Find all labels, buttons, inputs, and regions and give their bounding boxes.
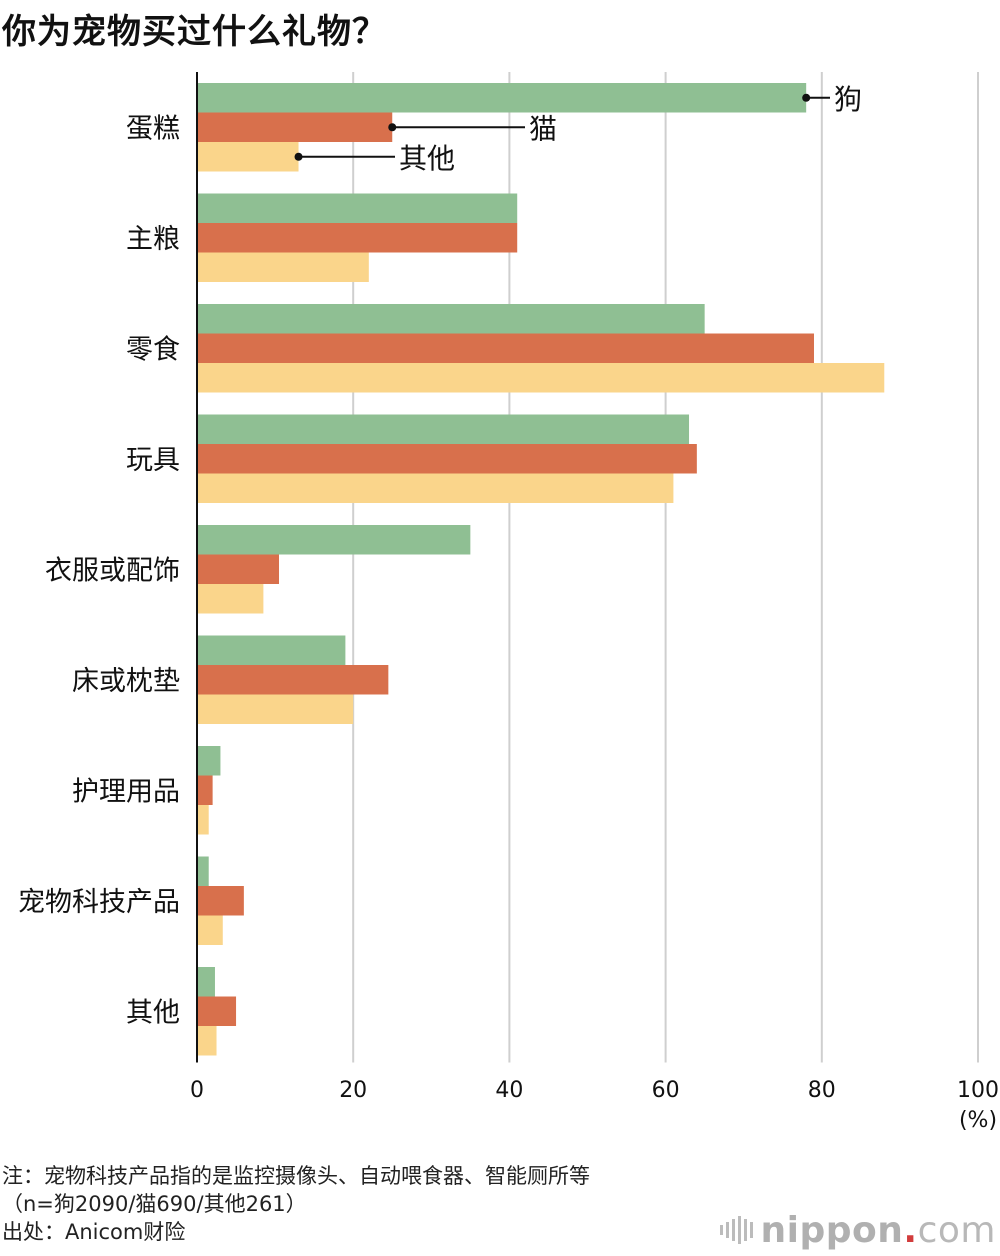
bar-3-2 [197, 473, 674, 503]
bar-5-2 [197, 694, 354, 724]
category-label: 主粮 [126, 224, 180, 255]
note-text: 注：宠物科技产品指的是监控摄像头、自动喂食器、智能厕所等 [2, 1164, 590, 1188]
bar-6-0 [197, 746, 221, 776]
bar-0-0 [197, 83, 807, 113]
bar-2-1 [197, 333, 814, 363]
bar-3-1 [197, 444, 697, 474]
logo-main: nippon [760, 1209, 904, 1251]
x-tick-label: 40 [495, 1078, 523, 1103]
bar-6-1 [197, 775, 213, 805]
x-tick-label: 0 [190, 1078, 204, 1103]
bar-5-0 [197, 635, 346, 665]
bar-5-1 [197, 665, 389, 695]
legend-dot [294, 152, 303, 161]
chart-title: 你为宠物买过什么礼物？ [2, 12, 387, 52]
bar-7-0 [197, 856, 209, 886]
bar-1-1 [197, 223, 518, 253]
bar-2-0 [197, 304, 705, 334]
logo-bars-icon [719, 1216, 753, 1244]
bar-8-1 [197, 996, 237, 1026]
legend-label: 狗 [834, 83, 862, 116]
legend-dot [388, 123, 397, 132]
bar-4-0 [197, 525, 471, 555]
bar-7-1 [197, 886, 244, 916]
legend-label: 其他 [399, 142, 455, 175]
source-text: 出处：Anicom财险 [2, 1220, 186, 1244]
bar-1-0 [197, 193, 518, 223]
bar-8-0 [197, 967, 215, 997]
bar-0-1 [197, 112, 393, 142]
legend-dot [802, 93, 811, 102]
sample-size-text: （n=狗2090/猫690/其他261） [2, 1192, 307, 1216]
category-label: 床或枕垫 [72, 666, 180, 697]
category-label: 其他 [126, 997, 180, 1028]
bar-0-2 [197, 142, 299, 172]
bar-7-2 [197, 915, 223, 945]
bar-4-1 [197, 554, 280, 584]
category-label: 玩具 [126, 445, 180, 476]
x-tick-label: 20 [339, 1078, 367, 1103]
bar-2-2 [197, 363, 885, 393]
footnotes: 注：宠物科技产品指的是监控摄像头、自动喂食器、智能厕所等 （n=狗2090/猫6… [2, 1162, 590, 1246]
x-tick-label: 100 [957, 1078, 999, 1103]
x-unit-label: (%) [959, 1108, 997, 1133]
x-tick-label: 80 [808, 1078, 836, 1103]
logo-dot: . [903, 1209, 918, 1251]
bar-4-2 [197, 584, 264, 614]
bar-8-2 [197, 1026, 217, 1056]
nippon-logo: nippon. com [719, 1208, 996, 1252]
category-label: 护理用品 [72, 776, 180, 807]
bar-1-2 [197, 252, 369, 282]
category-label: 蛋糕 [126, 113, 180, 144]
bar-3-0 [197, 414, 690, 444]
category-label: 衣服或配饰 [45, 555, 180, 586]
category-label: 宠物科技产品 [18, 887, 180, 918]
category-label: 零食 [126, 334, 180, 365]
x-tick-label: 60 [652, 1078, 680, 1103]
legend-label: 猫 [529, 112, 557, 145]
logo-suffix: com [917, 1209, 996, 1251]
bar-6-2 [197, 805, 209, 835]
